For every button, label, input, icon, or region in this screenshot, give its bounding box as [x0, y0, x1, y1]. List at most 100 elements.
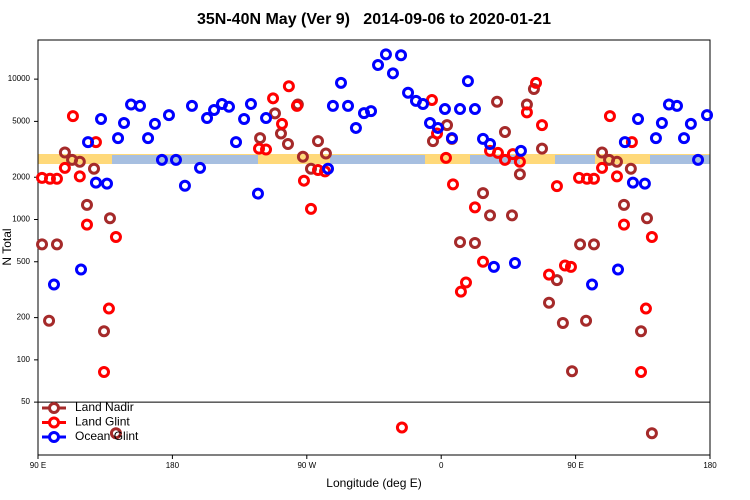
point — [438, 103, 451, 116]
y-tick-label: 100 — [17, 355, 31, 364]
point — [267, 92, 280, 105]
point — [50, 238, 63, 251]
point — [100, 177, 113, 190]
point — [550, 274, 563, 287]
point — [640, 212, 653, 225]
point — [133, 99, 146, 112]
point — [655, 116, 668, 129]
point — [109, 427, 122, 440]
point — [587, 172, 600, 185]
point — [459, 276, 472, 289]
point — [230, 136, 243, 149]
point — [587, 238, 600, 251]
point — [395, 49, 408, 62]
point — [468, 201, 481, 214]
legend-marker — [48, 431, 60, 443]
point — [98, 365, 111, 378]
point — [75, 263, 88, 276]
point — [297, 174, 310, 187]
x-tick-label: 180 — [166, 461, 180, 470]
point — [73, 155, 86, 168]
x-tick-label: 90 E — [567, 461, 583, 470]
point — [379, 48, 392, 61]
y-tick-label: 500 — [17, 257, 31, 266]
point — [624, 162, 637, 175]
point — [431, 127, 444, 140]
x-tick-label: 0 — [439, 461, 444, 470]
point — [274, 127, 287, 140]
point — [684, 117, 697, 130]
point — [73, 170, 86, 183]
y-tick-label: 200 — [17, 313, 31, 322]
point — [342, 99, 355, 112]
point — [468, 237, 481, 250]
point — [66, 110, 79, 123]
point — [386, 67, 399, 80]
point — [276, 117, 289, 130]
point — [50, 172, 63, 185]
point — [580, 314, 593, 327]
point — [118, 116, 131, 129]
point — [454, 236, 467, 249]
point — [638, 177, 651, 190]
point — [586, 278, 599, 291]
y-tick-label: 2000 — [12, 172, 30, 181]
point — [304, 202, 317, 215]
point — [610, 155, 623, 168]
y-tick-label: 10000 — [8, 74, 31, 83]
point — [632, 112, 645, 125]
legend-marker — [48, 416, 60, 429]
point — [514, 144, 527, 157]
x-tick-label: 180 — [703, 461, 717, 470]
point — [395, 421, 408, 434]
point — [58, 161, 71, 174]
legend-marker — [48, 402, 60, 414]
point — [536, 142, 548, 155]
point — [484, 138, 497, 151]
y-axis-label: N Total — [0, 228, 14, 265]
point — [596, 161, 609, 174]
point — [477, 187, 490, 200]
point — [95, 112, 108, 125]
point — [491, 95, 504, 108]
point — [513, 155, 526, 168]
point — [312, 135, 324, 148]
point — [36, 238, 49, 251]
point — [505, 209, 518, 222]
point — [260, 143, 273, 156]
point — [185, 99, 198, 112]
point — [543, 296, 556, 309]
point — [43, 314, 56, 327]
point — [454, 285, 467, 298]
point — [477, 255, 490, 268]
point — [89, 176, 102, 189]
point — [296, 150, 309, 163]
point — [194, 161, 207, 174]
x-tick-label: 90 W — [297, 461, 316, 470]
point — [431, 121, 444, 134]
point — [326, 99, 339, 112]
point — [304, 162, 317, 175]
point — [530, 76, 543, 89]
point — [290, 99, 303, 112]
point — [112, 132, 125, 145]
point — [520, 106, 533, 119]
point — [162, 109, 175, 122]
point — [639, 302, 652, 315]
point — [468, 103, 481, 116]
point — [47, 278, 60, 291]
point — [268, 107, 281, 120]
point — [498, 126, 511, 139]
point — [178, 179, 191, 192]
point — [260, 112, 273, 125]
point — [645, 231, 658, 244]
point — [416, 97, 429, 110]
point — [319, 147, 332, 160]
point — [80, 218, 93, 231]
point — [142, 132, 155, 145]
x-tick-label: 90 E — [30, 461, 46, 470]
point — [80, 198, 93, 211]
legend-label: Land Nadir — [75, 400, 134, 414]
legend-label: Ocean Glint — [75, 429, 139, 443]
point — [701, 109, 714, 122]
